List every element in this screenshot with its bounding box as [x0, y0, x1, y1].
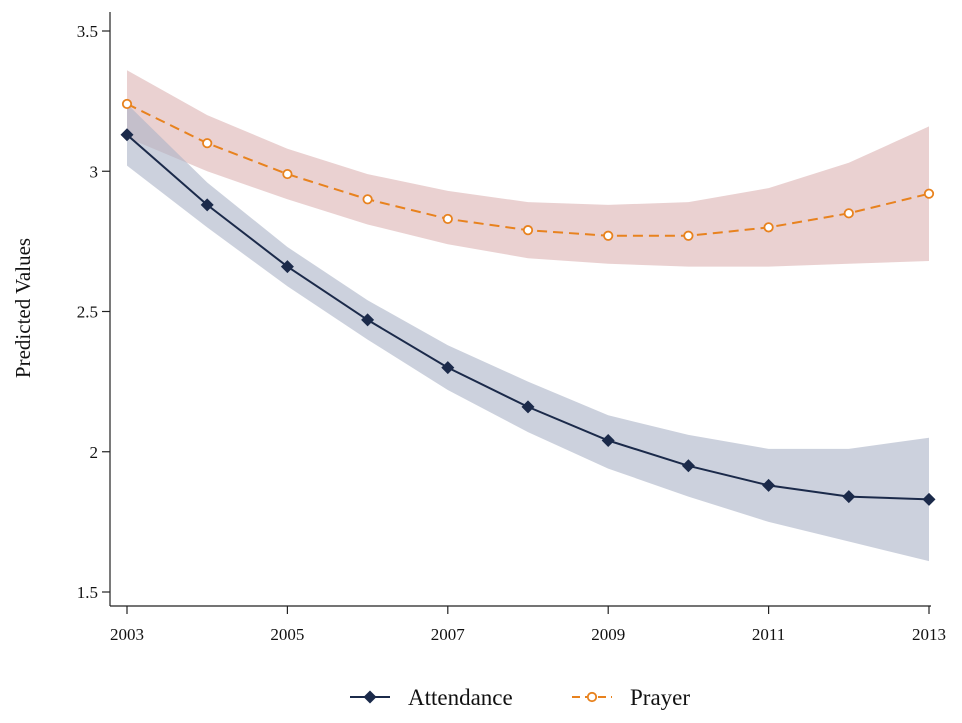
point-prayer	[121, 98, 133, 110]
point-prayer	[843, 208, 854, 219]
point-attendance	[441, 361, 455, 375]
y-tick-label: 1.5	[77, 583, 98, 602]
band-attendance	[127, 103, 929, 562]
point-prayer	[362, 194, 373, 205]
point-attendance	[361, 313, 375, 327]
point-attendance	[601, 434, 615, 448]
point-attendance	[681, 459, 695, 473]
point-prayer	[282, 168, 293, 180]
confidence-bands	[127, 70, 929, 562]
point-attendance	[521, 400, 535, 414]
point-prayer	[202, 138, 213, 149]
point-prayer	[522, 225, 534, 236]
point-attendance	[120, 128, 134, 142]
point-prayer	[683, 230, 694, 241]
axes: 1.5 2 2.5 3 3.5 2003 2005 2007 2009 2011 2013	[77, 12, 946, 644]
y-tick-label: 2	[90, 443, 99, 462]
y-tick-label: 3.5	[77, 22, 98, 41]
band-prayer	[127, 70, 929, 267]
x-tick-label: 2011	[752, 625, 785, 644]
point-prayer	[763, 222, 774, 233]
y-tick-label: 3	[90, 162, 99, 181]
series-markers	[120, 98, 936, 506]
x-tick-label: 2003	[110, 625, 144, 644]
y-axis-title: Predicted Values	[11, 238, 35, 378]
legend-label-attendance: Attendance	[408, 685, 513, 710]
y-tick-label: 2.5	[77, 303, 98, 322]
point-attendance	[762, 478, 776, 492]
x-tick-label: 2013	[912, 625, 946, 644]
legend-label-prayer: Prayer	[630, 685, 690, 710]
x-tick-label: 2007	[431, 625, 466, 644]
legend: Attendance Prayer	[350, 685, 690, 710]
legend-marker-attendance	[363, 690, 377, 704]
point-prayer	[603, 230, 614, 241]
x-tick-label: 2005	[270, 625, 304, 644]
point-attendance	[842, 490, 856, 504]
point-attendance	[922, 492, 936, 506]
point-prayer	[923, 188, 935, 199]
point-prayer	[442, 213, 453, 225]
point-attendance	[200, 198, 214, 212]
x-tick-label: 2009	[591, 625, 625, 644]
point-attendance	[280, 260, 294, 274]
legend-marker-prayer	[586, 691, 598, 703]
